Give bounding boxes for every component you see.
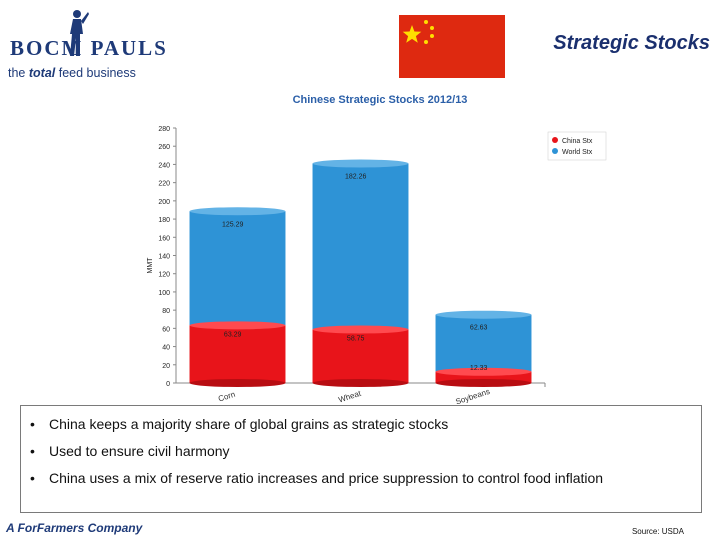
logo-wordmark: BOCM PAULS bbox=[10, 36, 168, 60]
y-tick-label: 160 bbox=[158, 235, 170, 242]
sower-figure-icon bbox=[70, 10, 89, 56]
bar-china-stx-top bbox=[435, 367, 532, 376]
y-tick-label: 40 bbox=[162, 345, 170, 352]
bar-world-stx bbox=[312, 163, 409, 330]
logo-tagline: the total feed business bbox=[8, 66, 136, 80]
bar-base bbox=[312, 379, 409, 387]
bullet-item: • China uses a mix of reserve ratio incre… bbox=[30, 470, 604, 486]
china-flag-icon bbox=[399, 15, 505, 78]
y-tick-label: 200 bbox=[158, 199, 170, 206]
y-tick-label: 20 bbox=[162, 363, 170, 370]
bar-world-stx bbox=[435, 314, 532, 372]
x-category-label: Corn bbox=[217, 390, 236, 404]
y-tick-label: 60 bbox=[162, 326, 170, 333]
bar-world-stx bbox=[189, 211, 286, 326]
data-label-china: 63.29 bbox=[224, 331, 242, 338]
y-tick-label: 140 bbox=[158, 254, 170, 261]
y-tick-label: 240 bbox=[158, 162, 170, 169]
y-tick-label: 100 bbox=[158, 290, 170, 297]
y-tick-label: 80 bbox=[162, 308, 170, 315]
x-category-label: Soybeans bbox=[454, 387, 491, 407]
bar-base bbox=[435, 379, 532, 387]
legend-swatch bbox=[552, 148, 558, 154]
stacked-bar-chart: 0 20 40 60 80 100 120 140 160 180 200 220 240 260 280 M… bbox=[147, 126, 607, 407]
source-note: Source: USDA bbox=[631, 527, 684, 536]
legend-label: China Stx bbox=[562, 138, 593, 145]
y-axis-label: MMT bbox=[147, 257, 154, 274]
legend-box bbox=[547, 131, 607, 161]
bar-china-stx bbox=[189, 325, 286, 383]
data-label-china: 58.75 bbox=[347, 335, 365, 342]
bar-world-stx-top bbox=[312, 159, 409, 168]
y-tick-label: 220 bbox=[158, 181, 170, 188]
parent-company-label: A ForFarmers Company bbox=[6, 521, 143, 535]
bar-china-stx bbox=[435, 371, 532, 383]
data-label-china: 12.33 bbox=[470, 365, 488, 372]
y-tick-label: 180 bbox=[158, 217, 170, 224]
bullet-item: • Used to ensure civil harmony bbox=[30, 443, 230, 459]
bullet-item: • China keeps a majority share of global … bbox=[30, 416, 449, 432]
company-logo: BOCM PAULS the total feed business bbox=[6, 6, 166, 84]
data-label-world: 62.63 bbox=[470, 325, 488, 332]
bar-china-stx-top bbox=[189, 321, 286, 330]
x-category-label: Wheat bbox=[337, 389, 363, 405]
y-tick-label: 120 bbox=[158, 272, 170, 279]
bar-base bbox=[189, 379, 286, 387]
y-tick-label: 280 bbox=[158, 126, 170, 133]
bar-china-stx-top bbox=[312, 325, 409, 334]
bar-world-stx-top bbox=[189, 207, 286, 216]
chart-title: Chinese Strategic Stocks 2012/13 bbox=[292, 94, 468, 106]
legend-swatch bbox=[552, 137, 558, 143]
data-label-world: 125.29 bbox=[222, 221, 244, 228]
legend-label: World Stx bbox=[562, 149, 593, 156]
y-tick-label: 0 bbox=[166, 381, 170, 388]
bar-china-stx bbox=[312, 329, 409, 383]
y-tick-label: 260 bbox=[158, 144, 170, 151]
slide-title: Strategic Stocks bbox=[553, 32, 710, 54]
bullet-list: • China keeps a majority share of global … bbox=[20, 405, 702, 513]
bar-world-stx-top bbox=[435, 310, 532, 319]
data-label-world: 182.26 bbox=[345, 174, 367, 181]
